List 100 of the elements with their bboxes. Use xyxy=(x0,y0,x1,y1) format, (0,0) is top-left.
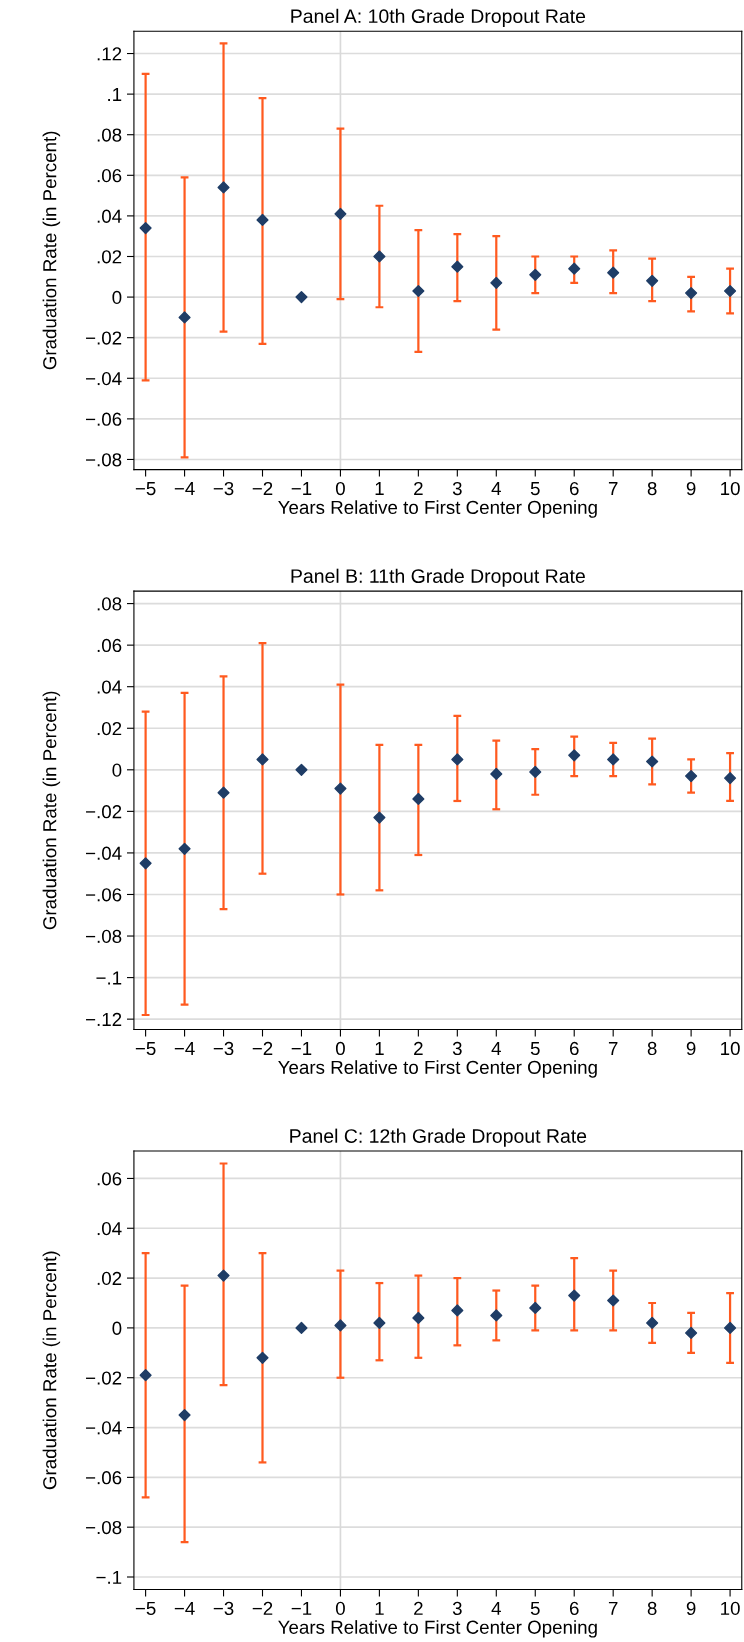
point xyxy=(724,284,737,298)
x-axis-title: Years Relative to First Center Opening xyxy=(278,1060,597,1078)
x-tick-label: 0 xyxy=(335,1041,345,1056)
x-tick-label: 10 xyxy=(721,1601,740,1616)
y-tick-label: .02 xyxy=(97,250,122,264)
x-tick-label: −3 xyxy=(213,481,234,496)
x-tick-label: −4 xyxy=(174,1601,195,1615)
point xyxy=(685,286,698,300)
y-tick-label: −.04 xyxy=(86,846,122,860)
point xyxy=(373,250,386,263)
point xyxy=(685,769,698,783)
point xyxy=(412,1311,425,1325)
x-tick-label: 10 xyxy=(721,481,740,496)
point xyxy=(646,755,659,768)
y-tick-label: .04 xyxy=(97,209,122,223)
x-tick-label: 2 xyxy=(414,1041,423,1055)
x-tick-label: 5 xyxy=(530,482,540,496)
y-tick-label: .06 xyxy=(97,169,122,183)
y-tick-label: −.04 xyxy=(86,1421,122,1435)
x-tick-label: 7 xyxy=(608,1042,618,1055)
x-axis-title: Years Relative to First Center Opening xyxy=(278,1620,597,1638)
x-tick-label: −5 xyxy=(135,1601,156,1616)
point xyxy=(646,1316,659,1329)
point xyxy=(139,1369,152,1382)
point xyxy=(412,792,425,805)
x-tick-label: 5 xyxy=(530,1042,540,1056)
y-tick-label: −.1 xyxy=(96,971,122,985)
x-tick-label: 1 xyxy=(375,1601,384,1615)
x-tick-label: 7 xyxy=(608,482,618,496)
y-tick-label: 0 xyxy=(112,290,122,305)
x-tick-label: 1 xyxy=(375,1042,384,1055)
x-tick-label: 0 xyxy=(335,481,345,496)
y-axis-title: Graduation Rate (in Percent) xyxy=(42,1251,61,1490)
y-tick-label: .12 xyxy=(97,47,122,61)
x-tick-label: −1 xyxy=(291,1601,312,1615)
x-tick-label: −2 xyxy=(252,1601,273,1615)
x-tick-label: 8 xyxy=(647,1601,657,1616)
x-tick-label: 1 xyxy=(375,482,384,496)
y-tick-label: −.04 xyxy=(86,371,122,386)
point xyxy=(490,767,503,781)
point xyxy=(685,1326,698,1339)
y-tick-label: .02 xyxy=(97,721,122,736)
x-tick-label: 4 xyxy=(491,1042,501,1055)
point xyxy=(451,753,464,766)
chart-title: Panel A: 10th Grade Dropout Rate xyxy=(291,8,586,27)
y-tick-label: −.08 xyxy=(86,1520,122,1535)
y-tick-label: −.06 xyxy=(86,412,122,426)
x-tick-label: −5 xyxy=(135,1042,156,1056)
point xyxy=(568,749,581,762)
x-tick-label: −4 xyxy=(174,482,195,496)
point xyxy=(724,772,737,785)
y-tick-label: −.08 xyxy=(86,453,122,467)
x-tick-label: −1 xyxy=(291,1042,312,1055)
y-tick-label: −.12 xyxy=(86,1012,122,1026)
y-tick-label: .06 xyxy=(97,1172,122,1186)
x-tick-label: 4 xyxy=(491,1601,501,1615)
point xyxy=(373,1316,386,1329)
x-tick-label: 10 xyxy=(721,1041,740,1056)
y-tick-label: .08 xyxy=(97,597,122,611)
x-tick-label: 5 xyxy=(530,1601,540,1616)
chart-title: Panel C: 12th Grade Dropout Rate xyxy=(290,1128,587,1147)
x-tick-label: 2 xyxy=(414,481,423,496)
point xyxy=(178,1409,191,1422)
y-tick-label: −.02 xyxy=(86,805,122,819)
x-tick-label: 2 xyxy=(414,1601,423,1615)
chart-title: Panel B: 11th Grade Dropout Rate xyxy=(291,568,585,587)
point xyxy=(178,311,191,324)
point xyxy=(139,222,152,235)
x-tick-label: 9 xyxy=(686,1601,696,1616)
x-tick-label: −5 xyxy=(135,482,156,496)
point xyxy=(373,811,386,824)
point xyxy=(451,1304,464,1317)
point xyxy=(490,1309,503,1322)
x-tick-label: 6 xyxy=(569,1601,579,1616)
point xyxy=(646,274,659,287)
x-tick-label: −4 xyxy=(174,1042,195,1055)
point xyxy=(490,276,503,289)
point xyxy=(295,1321,308,1334)
point xyxy=(529,1301,542,1315)
x-tick-label: 6 xyxy=(569,481,579,496)
point xyxy=(256,213,269,227)
x-tick-label: −3 xyxy=(213,1601,234,1616)
y-tick-label: .08 xyxy=(97,128,122,142)
y-tick-label: .04 xyxy=(97,1221,122,1236)
point xyxy=(217,1269,230,1282)
point xyxy=(724,1321,737,1334)
point xyxy=(529,268,542,281)
x-tick-label: 8 xyxy=(647,1041,657,1056)
y-tick-label: −.02 xyxy=(86,331,122,345)
point xyxy=(217,181,230,194)
x-tick-label: −1 xyxy=(291,482,312,496)
y-tick-label: 0 xyxy=(112,763,122,777)
x-tick-label: 4 xyxy=(491,482,501,496)
point xyxy=(295,291,308,304)
x-tick-label: −2 xyxy=(252,1041,273,1055)
point xyxy=(139,857,152,870)
point xyxy=(412,284,425,298)
y-tick-label: −.06 xyxy=(86,1471,122,1485)
y-tick-label: .1 xyxy=(108,88,122,101)
point xyxy=(334,1319,347,1332)
